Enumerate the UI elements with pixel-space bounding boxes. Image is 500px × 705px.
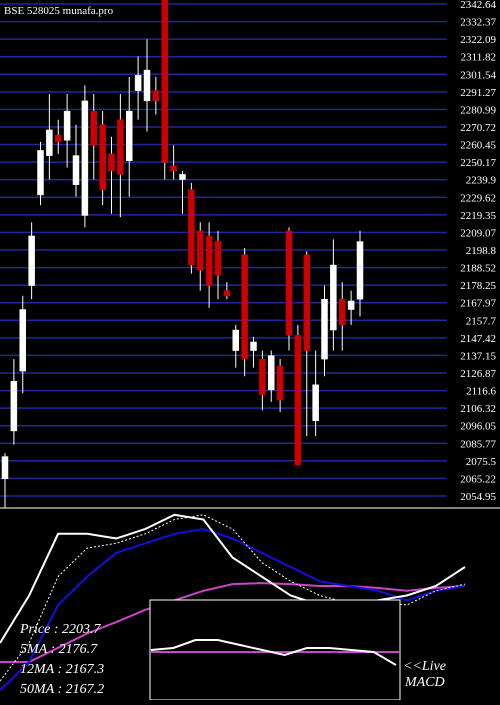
- candle-body: [1, 456, 9, 480]
- y-tick-label: 2322.09: [460, 34, 496, 46]
- candle-body: [339, 298, 346, 326]
- indicator-line: [0, 527, 466, 692]
- candle-body: [321, 298, 328, 360]
- candle-body: [197, 230, 204, 271]
- y-tick-label: 2157.7: [466, 315, 497, 327]
- y-tick-label: 2311.82: [461, 52, 496, 64]
- candle-body: [347, 300, 355, 310]
- candle-body: [259, 358, 266, 396]
- candle-body: [232, 329, 239, 351]
- y-tick-label: 2178.25: [460, 280, 496, 292]
- candle-body: [46, 129, 53, 156]
- candle-body: [10, 381, 18, 432]
- candle-body: [205, 235, 213, 286]
- candle-body: [188, 189, 195, 266]
- candle-body: [99, 124, 106, 191]
- y-tick-label: 2116.6: [466, 386, 496, 398]
- y-tick-label: 2137.15: [460, 350, 496, 362]
- chart-title: BSE 528025 munafa.pro: [4, 5, 114, 17]
- candle-body: [55, 134, 62, 143]
- y-tick-label: 2280.99: [460, 104, 496, 116]
- y-tick-label: 2106.32: [460, 403, 496, 415]
- macd-label: <<Live: [403, 659, 446, 674]
- candle-body: [214, 240, 222, 276]
- y-tick-label: 2147.42: [460, 333, 496, 345]
- y-tick-label: 2270.72: [460, 122, 496, 134]
- candle-body: [117, 119, 124, 175]
- candle-body: [223, 290, 231, 297]
- legend-price: Price : 2203.7: [19, 622, 101, 637]
- candle-body: [37, 150, 44, 196]
- candle-body: [134, 74, 142, 91]
- macd-line: [150, 639, 397, 666]
- y-tick-label: 2239.9: [466, 175, 497, 187]
- candle-body: [285, 230, 293, 336]
- y-tick-label: 2075.5: [466, 456, 497, 468]
- y-tick-label: 2126.87: [460, 368, 496, 380]
- y-tick-label: 2096.05: [460, 421, 496, 433]
- candle-body: [356, 241, 364, 300]
- legend-50ma: 50MA : 2167.2: [20, 682, 104, 697]
- y-tick-label: 2301.54: [460, 69, 496, 81]
- y-tick-label: 2188.52: [460, 263, 496, 275]
- candle-body: [276, 365, 284, 401]
- candle-body: [28, 235, 35, 286]
- candle-body: [63, 110, 71, 141]
- candle-body: [170, 165, 177, 172]
- y-tick-label: 2219.35: [460, 210, 496, 222]
- candle-body: [250, 341, 257, 351]
- indicator-line: [0, 582, 466, 663]
- candle-body: [81, 100, 89, 216]
- candle-body: [294, 334, 302, 466]
- candle-body: [268, 355, 275, 391]
- y-tick-label: 2054.95: [460, 491, 496, 503]
- legend-5ma: 5MA : 2176.7: [20, 642, 98, 657]
- macd-label: MACD: [404, 675, 445, 690]
- grid: 2342.64 2332.37 2322.09 2311.82 2301.54 2291.…: [0, 0, 497, 503]
- y-tick-label: 2085.77: [460, 438, 496, 450]
- candle-body: [152, 90, 160, 102]
- candle-body: [90, 110, 97, 146]
- candle-body: [19, 309, 26, 372]
- candle-body: [241, 254, 248, 360]
- indicators: [0, 513, 466, 692]
- y-tick-label: 2250.17: [460, 157, 496, 169]
- candle-body: [72, 155, 80, 185]
- legend-12ma: 12MA : 2167.3: [20, 662, 104, 677]
- candle-body: [108, 153, 115, 172]
- indicator-line: [0, 513, 466, 644]
- candle-body: [179, 174, 186, 180]
- candle-body: [312, 384, 319, 421]
- candle-body: [161, 0, 168, 163]
- candle-body: [330, 264, 337, 331]
- candle-body: [303, 254, 310, 351]
- y-tick-label: 2065.22: [460, 473, 496, 485]
- candles: [1, 0, 364, 508]
- y-tick-label: 2332.37: [460, 17, 496, 29]
- y-tick-label: 2209.07: [460, 227, 496, 239]
- y-tick-label: 2291.27: [460, 87, 496, 99]
- macd: [150, 639, 399, 666]
- candle-body: [126, 110, 133, 161]
- y-tick-label: 2342.64: [460, 0, 496, 11]
- y-tick-label: 2260.45: [460, 140, 496, 152]
- candle-body: [143, 69, 151, 102]
- y-tick-label: 2167.97: [460, 298, 496, 310]
- y-tick-label: 2229.62: [460, 192, 496, 204]
- y-tick-label: 2198.8: [466, 245, 497, 257]
